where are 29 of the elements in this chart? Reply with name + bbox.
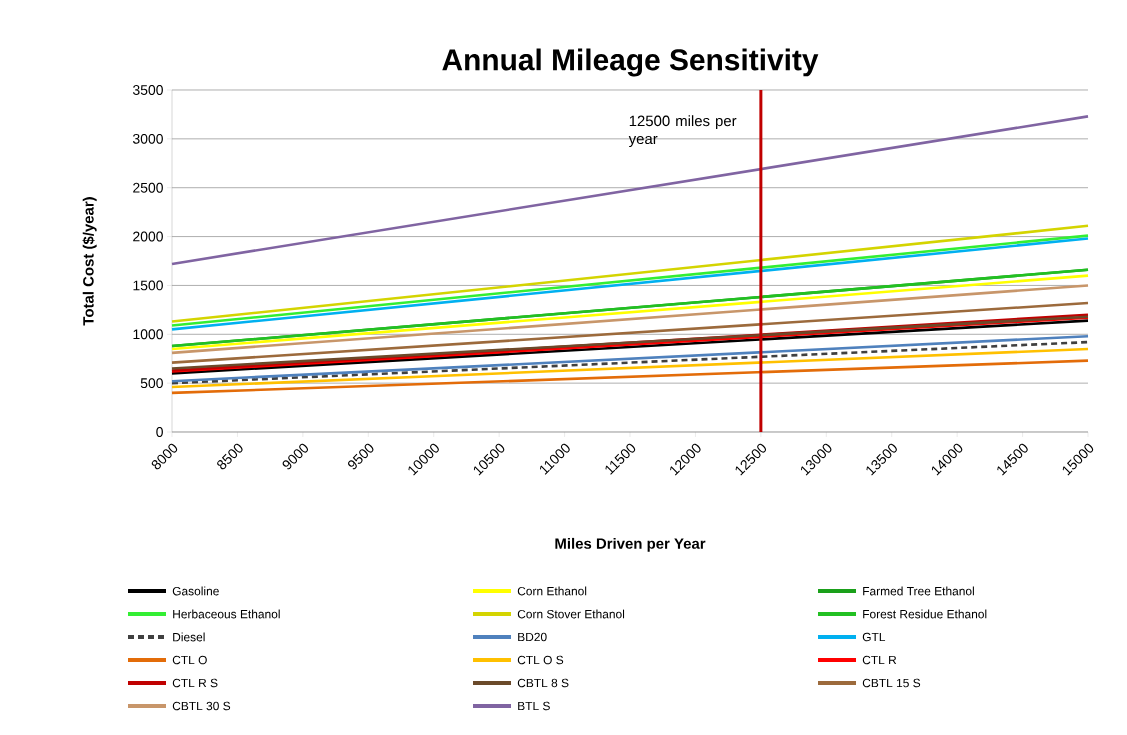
y-tick-label: 2500 xyxy=(133,182,163,193)
legend-label: CBTL 8 S xyxy=(517,678,569,688)
legend-label: Corn Ethanol xyxy=(517,586,587,596)
x-axis-title: Miles Driven per Year xyxy=(555,537,706,552)
y-tick-label: 2000 xyxy=(133,231,163,242)
y-tick-label: 3500 xyxy=(132,85,163,95)
legend-label: GTL xyxy=(862,632,886,642)
y-tick-label: 0 xyxy=(156,427,163,437)
legend-label: Gasoline xyxy=(172,586,219,596)
ref-line-label: 12500 miles per year xyxy=(628,115,737,148)
legend-label: Forest Residue Ethanol xyxy=(863,609,987,619)
legend-label: Herbaceous Ethanol xyxy=(173,609,280,619)
legend-label: BD20 xyxy=(518,632,547,642)
y-tick-label: 3000 xyxy=(132,133,163,144)
legend-label: CTL O xyxy=(172,655,207,665)
legend-label: CTL O S xyxy=(517,655,564,665)
legend-label: CBTL 30 S xyxy=(172,701,231,711)
legend-label: Diesel xyxy=(173,632,205,642)
y-tick-label: 1500 xyxy=(133,280,163,291)
legend-label: BTL S xyxy=(518,701,550,711)
y-axis-title: Total Cost ($/year) xyxy=(82,197,97,326)
legend-label: CBTL 15 S xyxy=(862,678,921,688)
legend-label: CTL R xyxy=(862,655,897,665)
chart-title: Annual Mileage Sensitivity xyxy=(442,48,819,77)
legend-label: Farmed Tree Ethanol xyxy=(863,586,974,596)
legend-label: Corn Stover Ethanol xyxy=(517,609,625,619)
y-tick-label: 500 xyxy=(140,378,163,389)
y-tick-label: 1000 xyxy=(133,329,163,340)
legend-label: CTL R S xyxy=(172,678,218,688)
